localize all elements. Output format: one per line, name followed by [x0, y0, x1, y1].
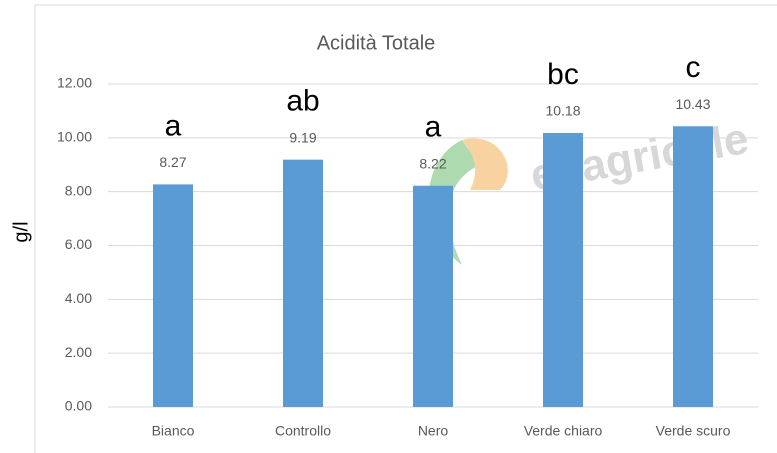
x-tick-label: Bianco [152, 423, 195, 439]
bar [153, 184, 193, 407]
y-tick-label: 2.00 [65, 344, 92, 360]
y-tick-label: 6.00 [65, 236, 92, 252]
value-label: 8.22 [419, 155, 446, 171]
chart-title: Acidità Totale [317, 32, 436, 54]
y-tick-label: 4.00 [65, 290, 92, 306]
y-tick-label: 8.00 [65, 182, 92, 198]
x-tick-label: Nero [418, 423, 449, 439]
y-tick-label: 0.00 [65, 398, 92, 414]
x-tick-label: Controllo [275, 423, 331, 439]
group-letter: ab [286, 85, 319, 118]
bar [283, 159, 323, 407]
value-label: 10.43 [675, 96, 710, 112]
value-label: 9.19 [289, 129, 316, 145]
x-tick-label: Verde scuro [656, 423, 731, 439]
group-letter: c [686, 51, 701, 84]
x-tick-label: Verde chiaro [524, 423, 603, 439]
y-tick-label: 10.00 [57, 129, 92, 145]
bar [413, 185, 453, 407]
value-label: 8.27 [159, 154, 186, 170]
group-letter: a [165, 109, 182, 142]
y-axis-label: g/l [10, 221, 32, 242]
bar [673, 126, 713, 408]
group-letter: bc [547, 58, 579, 91]
y-tick-label: 12.00 [57, 75, 92, 91]
value-label: 10.18 [545, 103, 580, 119]
group-letter: a [425, 111, 442, 144]
bar [543, 132, 583, 407]
